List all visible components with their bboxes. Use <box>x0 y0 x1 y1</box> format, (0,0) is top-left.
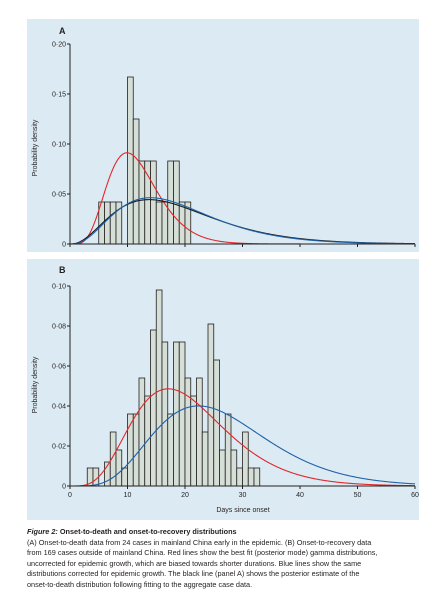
panel-b-histogram-bar <box>207 323 215 487</box>
panel-b-histogram-bar <box>190 395 197 487</box>
panel-b-y-tick-label: 0·08 <box>52 324 66 331</box>
panel-b-x-axis-title: Days since onset <box>216 507 269 514</box>
panel-a-y-axis-title: Probability density <box>32 119 39 176</box>
panel-b-x-tick-label: 10 <box>124 492 132 499</box>
panel-b-blue-curve <box>70 405 416 487</box>
panel-a-y-tick-label: 0·20 <box>52 42 66 49</box>
panel-a-label: A <box>59 26 66 36</box>
panel-a-histogram-bar <box>132 118 140 245</box>
panel-b-histogram-bar <box>242 431 249 487</box>
panel-b-histogram-bar <box>161 341 169 487</box>
panel-b-red-curve <box>70 388 416 487</box>
caption-line: distributions corrected for epidemic gro… <box>27 569 360 579</box>
panel-a-y-tick-label: 0 <box>62 242 66 249</box>
panel-a-y-tick-label: 0·05 <box>52 192 66 199</box>
panel-b-histogram-bar <box>224 413 232 487</box>
caption-line: (A) Onset-to-death data from 24 cases in… <box>27 537 372 547</box>
panel-b-histogram-bar <box>247 467 255 487</box>
figure-charts: A Probability density 00·050·100·150·20 … <box>27 19 419 521</box>
panel-b-x-tick-label: 50 <box>354 492 362 499</box>
caption-line: from 169 cases outside of mainland China… <box>27 548 378 558</box>
panel-a-histogram-bar <box>155 201 163 245</box>
panel-a: A Probability density 0 0·05 0·10 0·15 0·20 <box>27 19 419 252</box>
figure-caption: Figure 2: Onset-to-death and onset-to-re… <box>27 527 419 591</box>
panel-b-histogram-bar <box>253 467 261 487</box>
panel-b: B Probability density Days since onset 0… <box>27 259 419 521</box>
panel-b-histogram-bar <box>219 449 226 487</box>
panel-b-y-tick-label: 0·04 <box>52 404 66 411</box>
panel-b-histogram-bar <box>196 377 203 487</box>
caption-heading: Figure 2: Onset-to-death and onset-to-re… <box>27 527 419 538</box>
panel-b-histogram-bar <box>178 341 186 487</box>
panel-b-x-tick-label: 0 <box>68 492 72 499</box>
panel-a-histogram-bar <box>138 160 146 245</box>
panel-b-histogram-bar <box>132 413 140 487</box>
panel-b-histogram-bar <box>155 289 163 487</box>
panel-b-histogram-bar <box>236 467 243 487</box>
panel-b-histogram-bar <box>115 449 123 487</box>
panel-a-axes: 0 0·05 0·10 0·15 0·20 <box>52 42 416 249</box>
caption-title: Onset-to-death and onset-to-recovery dis… <box>57 527 237 536</box>
panel-b-histogram-bar <box>150 329 157 487</box>
panel-b-x-tick-label: 60 <box>411 492 419 499</box>
panel-b-x-tick-label: 40 <box>296 492 304 499</box>
panel-b-y-tick-label: 0 <box>62 484 66 491</box>
panel-b-histogram-bar <box>121 467 128 487</box>
caption-line: onset-to-death distribution following fi… <box>27 579 253 589</box>
panel-b-y-tick-label: 0·10 <box>52 284 66 291</box>
panel-b-x-tick-label: 20 <box>181 492 189 499</box>
panel-a-histogram-bar <box>109 201 117 245</box>
panel-a-blue-curve <box>70 197 415 245</box>
panel-a-histogram-bar <box>104 201 111 245</box>
panel-b-histogram-bar <box>184 377 192 487</box>
panel-b-histogram-bar <box>167 413 174 487</box>
panel-b-x-tick-label: 30 <box>239 492 247 499</box>
panel-b-histogram-bar <box>138 377 146 487</box>
panel-a-histogram-bar <box>161 201 169 245</box>
panel-b-histogram-bar <box>201 431 209 487</box>
panel-a-y-tick-label: 0·15 <box>52 92 66 99</box>
panel-b-label: B <box>59 265 66 275</box>
caption-figure-number: Figure 2: <box>27 527 58 536</box>
panel-b-histogram-bar <box>230 449 238 487</box>
panel-b-y-axis-title: Probability density <box>32 356 39 413</box>
panel-b-curves <box>70 388 416 487</box>
panel-a-y-tick-label: 0·10 <box>52 142 66 149</box>
panel-b-axes: 0 0·02 0·04 0·06 0·08 0·10 0 10 20 30 40 50 60 <box>52 284 419 500</box>
panel-a-histogram-bar <box>127 76 134 245</box>
panel-a-histogram-bar <box>144 160 151 245</box>
panel-b-y-tick-label: 0·06 <box>52 364 66 371</box>
panel-a-histogram-bar <box>150 160 157 245</box>
caption-line: uncorrected for epidemic growth, which a… <box>27 558 362 568</box>
panel-b-y-tick-label: 0·02 <box>52 444 66 451</box>
panel-a-background <box>27 19 419 252</box>
